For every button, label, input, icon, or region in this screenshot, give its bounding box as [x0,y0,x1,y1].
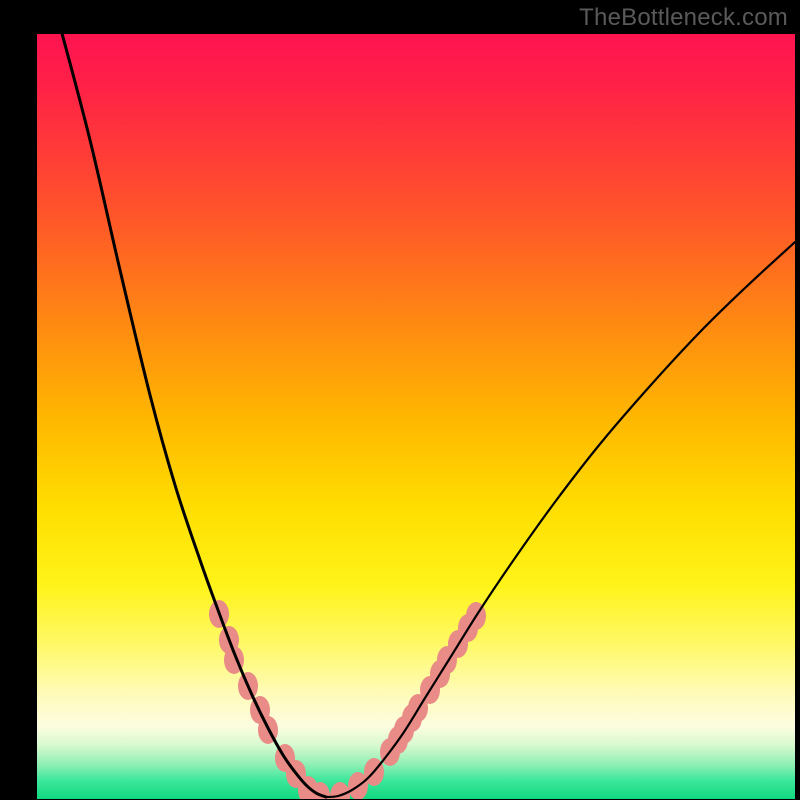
chart-container: TheBottleneck.com [0,0,800,800]
plot-background [37,34,795,799]
bottleneck-chart [0,0,800,800]
watermark-text: TheBottleneck.com [579,4,788,32]
